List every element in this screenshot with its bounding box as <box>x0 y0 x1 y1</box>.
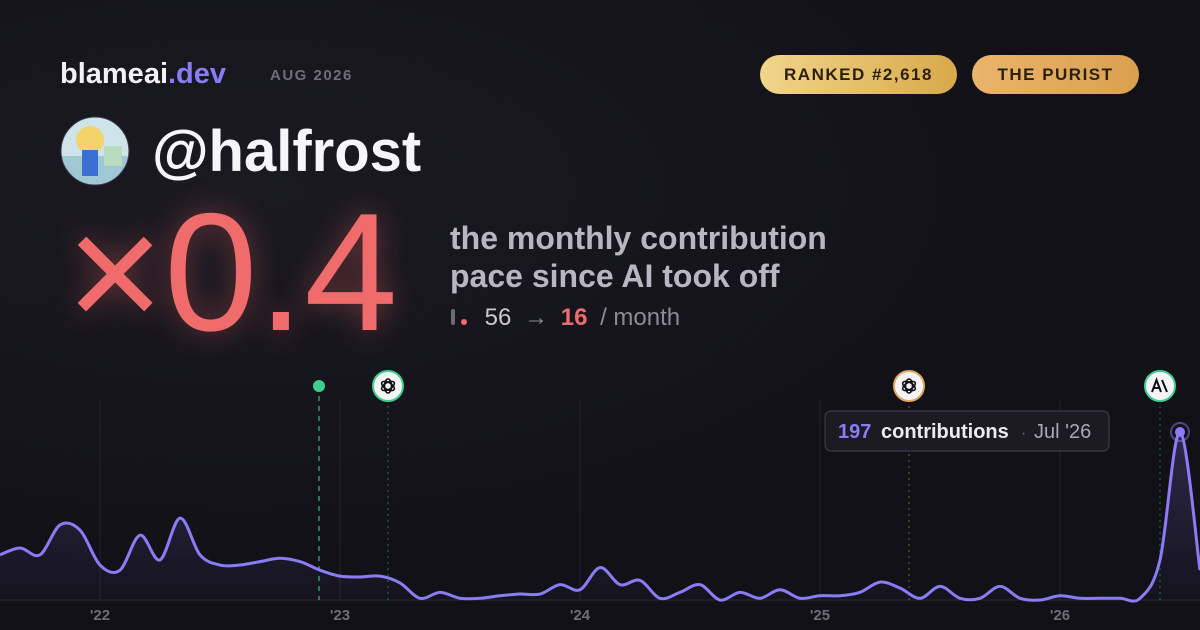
pace-unit: / month <box>600 304 681 331</box>
x-tick-label: '24 <box>570 607 591 624</box>
tooltip-separator: · <box>1021 425 1026 442</box>
pace-row: 56 → 16 / month <box>450 304 680 332</box>
x-tick-label: '26 <box>1050 607 1070 624</box>
tooltip-box <box>824 410 1110 452</box>
brand-name: blameai <box>60 58 168 90</box>
multiplier: ×0.4 <box>66 178 398 366</box>
peak-ring <box>1170 422 1190 442</box>
anthropic-icon <box>1144 370 1176 402</box>
pace-before: 56 <box>484 304 512 331</box>
tooltip: 197 contributions · Jul '26 <box>824 410 1110 452</box>
description-line: pace since AI took off <box>450 258 780 294</box>
title-badge: THE PURIST <box>972 55 1139 94</box>
peak-point <box>1175 427 1185 437</box>
line <box>0 430 1200 603</box>
pace-after: 16 <box>560 304 588 331</box>
tooltip-date: Jul '26 <box>1034 421 1091 443</box>
area <box>0 431 1200 602</box>
tooltip-value: 197 <box>838 421 871 443</box>
pace-icon <box>451 309 467 325</box>
rank-badge: RANKED #2,618 <box>760 55 957 94</box>
pace-arrow: → <box>524 304 549 331</box>
x-tick-label: '23 <box>330 607 350 624</box>
openai-icon <box>372 370 404 402</box>
description: the monthly contribution pace since AI t… <box>450 219 827 295</box>
event-dot <box>313 380 325 392</box>
period: AUG 2026 <box>270 67 353 84</box>
brand-suffix: .dev <box>168 58 227 90</box>
x-tick-label: '22 <box>90 607 110 624</box>
avatar <box>60 116 130 186</box>
handle: @halfrost <box>152 119 422 184</box>
description-line: the monthly contribution <box>450 220 827 256</box>
tooltip-unit: contributions <box>881 421 1009 443</box>
brand: blameai.dev <box>60 58 226 91</box>
openai-icon <box>893 370 925 402</box>
x-tick-label: '25 <box>810 607 830 624</box>
